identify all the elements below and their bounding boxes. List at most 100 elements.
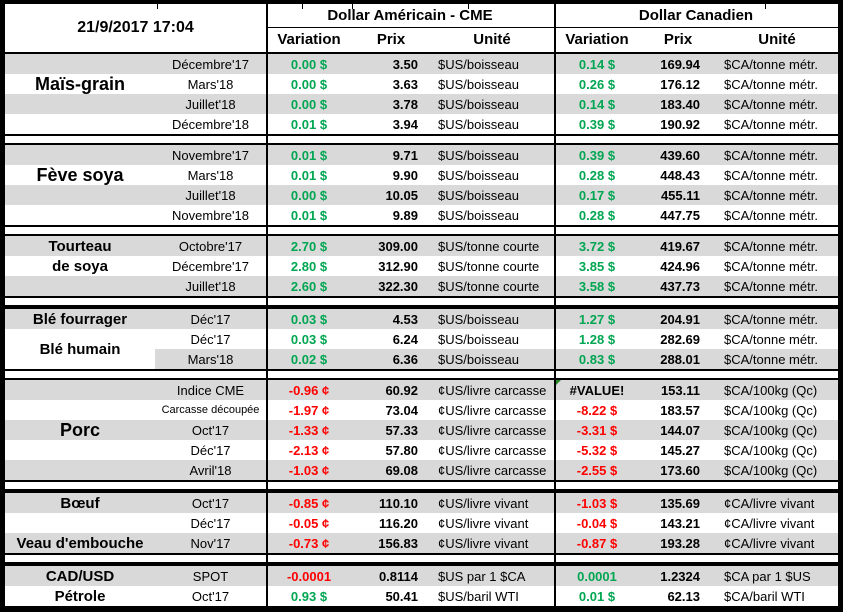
cell-ca-variation: -3.31 $	[576, 422, 618, 438]
cell-us-variation: 2.60 $	[290, 278, 328, 294]
gridline-stub	[352, 4, 353, 9]
table-row: Blé fourrager Déc'17 0.03 $ 4.53 $US/boi…	[5, 309, 838, 329]
cell-ca-variation: 0.26 $	[578, 76, 616, 92]
table-row: Décembre'18 0.01 $ 3.94 $US/boisseau 0.3…	[5, 114, 838, 134]
table-row: Déc'17 -2.13 ¢ 57.80 ¢US/livre carcasse …	[5, 440, 838, 460]
us-column-headers: Variation Prix Unité	[266, 28, 554, 51]
gridline-stub	[302, 4, 303, 9]
cell-ca-price: 183.57	[660, 402, 700, 418]
table-row: Tourteau Octobre'17 2.70 $ 309.00 $US/to…	[5, 236, 838, 256]
cell-ca-variation: 0.83 $	[578, 351, 616, 367]
cell-us-unit: ¢US/livre carcasse	[438, 402, 547, 418]
timestamp: 21/9/2017 17:04	[77, 19, 194, 36]
commodity-group-boeuf-veau: Bœuf Oct'17 -0.85 ¢ 110.10 ¢US/livre viv…	[5, 489, 838, 555]
group-label: Blé fourrager	[32, 310, 128, 328]
table-row: Juillet'18 0.00 $ 3.78 $US/boisseau 0.14…	[5, 94, 838, 114]
cell-us-variation: 0.00 $	[290, 56, 328, 72]
cell-ca-unit: ¢CA/livre vivant	[724, 515, 815, 531]
cell-us-price: 3.94	[392, 116, 418, 132]
cell-ca-unit: $CA/tonne métr.	[724, 278, 818, 294]
cell-ca-price: 455.11	[660, 187, 700, 203]
cell-ca-variation: -2.55 $	[576, 462, 618, 478]
cell-us-variation: 0.00 $	[290, 187, 328, 203]
section-separator	[5, 555, 838, 562]
group-label: Pétrole	[54, 587, 106, 605]
cell-ca-variation-error: #VALUE!	[554, 380, 640, 400]
cell-ca-unit: $CA/baril WTI	[724, 588, 805, 604]
cell-contract: Novembre'18	[172, 207, 249, 223]
group-label	[5, 205, 155, 225]
cell-us-price: 9.71	[392, 147, 418, 163]
ca-section-title: Dollar Canadien	[554, 4, 838, 28]
cell-contract: Oct'17	[191, 588, 230, 604]
table-row: Bœuf Oct'17 -0.85 ¢ 110.10 ¢US/livre viv…	[5, 493, 838, 513]
cell-us-price: 312.90	[378, 258, 418, 274]
cell-ca-variation: 0.17 $	[578, 187, 616, 203]
cell-us-price: 3.63	[392, 76, 418, 92]
cell-us-unit: $US/boisseau	[438, 116, 519, 132]
section-divider-line	[266, 4, 268, 606]
section-separator	[5, 371, 838, 378]
cell-ca-unit: $CA/tonne métr.	[724, 56, 818, 72]
cell-ca-variation: 0.39 $	[578, 147, 616, 163]
cell-ca-price: 173.60	[660, 462, 700, 478]
cell-ca-price: 437.73	[660, 278, 700, 294]
table-row: Avril'18 -1.03 ¢ 69.08 ¢US/livre carcass…	[5, 460, 838, 480]
cell-ca-unit: $CA/tonne métr.	[724, 238, 818, 254]
group-label: Veau d'embouche	[16, 534, 144, 552]
cell-ca-price: 204.91	[660, 311, 700, 327]
cell-contract: Nov'17	[190, 535, 231, 551]
cell-ca-unit: $CA/tonne métr.	[724, 116, 818, 132]
table-row: Novembre'18 0.01 $ 9.89 $US/boisseau 0.2…	[5, 205, 838, 225]
table-row: Juillet'18 2.60 $ 322.30 $US/tonne court…	[5, 276, 838, 296]
cell-us-unit: ¢US/livre vivant	[438, 515, 529, 531]
cell-ca-price: 448.43	[660, 167, 700, 183]
cell-contract: Décembre'17	[172, 56, 249, 72]
cell-us-variation: 0.01 $	[290, 116, 328, 132]
cell-contract: Avril'18	[189, 462, 232, 478]
column-header-unite: Unité	[758, 31, 796, 48]
cell-ca-price: 424.96	[660, 258, 700, 274]
commodity-group-tourteau: Tourteau Octobre'17 2.70 $ 309.00 $US/to…	[5, 234, 838, 298]
column-header-prix: Prix	[663, 31, 693, 48]
cell-us-unit: $US/boisseau	[438, 96, 519, 112]
table-row: Veau d'embouche Nov'17 -0.73 ¢ 156.83 ¢U…	[5, 533, 838, 553]
group-label	[5, 145, 155, 165]
gridline-stub	[468, 4, 469, 9]
cell-ca-unit: $CA/tonne métr.	[724, 187, 818, 203]
column-header-prix: Prix	[376, 31, 406, 48]
cell-contract: Mars'18	[187, 76, 234, 92]
table-row: Pétrole Oct'17 0.93 $ 50.41 $US/baril WT…	[5, 586, 838, 606]
cell-us-unit: $US/boisseau	[438, 147, 519, 163]
cell-us-price: 57.33	[385, 422, 418, 438]
cell-us-unit: ¢US/livre carcasse	[438, 442, 547, 458]
cell-us-unit: $US/boisseau	[438, 331, 519, 347]
table-row: Déc'17 0.03 $ 6.24 $US/boisseau 1.28 $ 2…	[5, 329, 838, 349]
cell-us-price: 4.53	[392, 311, 418, 327]
cell-ca-unit: $CA/100kg (Qc)	[724, 462, 818, 478]
cell-us-variation: 2.70 $	[290, 238, 328, 254]
table-row: Indice CME -0.96 ¢ 60.92 ¢US/livre carca…	[5, 380, 838, 400]
cell-us-variation: 0.01 $	[290, 207, 328, 223]
cell-ca-unit: $CA/100kg (Qc)	[724, 402, 818, 418]
cell-us-price: 9.90	[392, 167, 418, 183]
cell-ca-variation: 1.28 $	[578, 331, 616, 347]
cell-contract: Juillet'18	[185, 96, 236, 112]
cell-us-unit: ¢US/livre carcasse	[438, 382, 547, 398]
cell-contract: Indice CME	[176, 382, 245, 398]
cell-us-variation: -1.03 ¢	[288, 462, 330, 478]
cell-ca-price: 193.28	[660, 535, 700, 551]
gridline-stub	[157, 4, 158, 9]
section-divider-line	[554, 4, 556, 606]
cell-us-price: 50.41	[385, 588, 418, 604]
cell-ca-variation: 0.39 $	[578, 116, 616, 132]
cell-us-variation: 0.02 $	[290, 351, 328, 367]
section-separator	[5, 136, 838, 143]
cell-us-unit: $US/boisseau	[438, 311, 519, 327]
cell-us-price: 6.36	[392, 351, 418, 367]
cell-ca-price: 1.2324	[660, 568, 700, 584]
cell-contract: Décembre'17	[172, 258, 249, 274]
table-row: Fève soya Mars'18 0.01 $ 9.90 $US/boisse…	[5, 165, 838, 185]
header-us-section: Dollar Américain - CME Variation Prix Un…	[266, 4, 554, 52]
cell-us-variation: -0.85 ¢	[288, 495, 330, 511]
